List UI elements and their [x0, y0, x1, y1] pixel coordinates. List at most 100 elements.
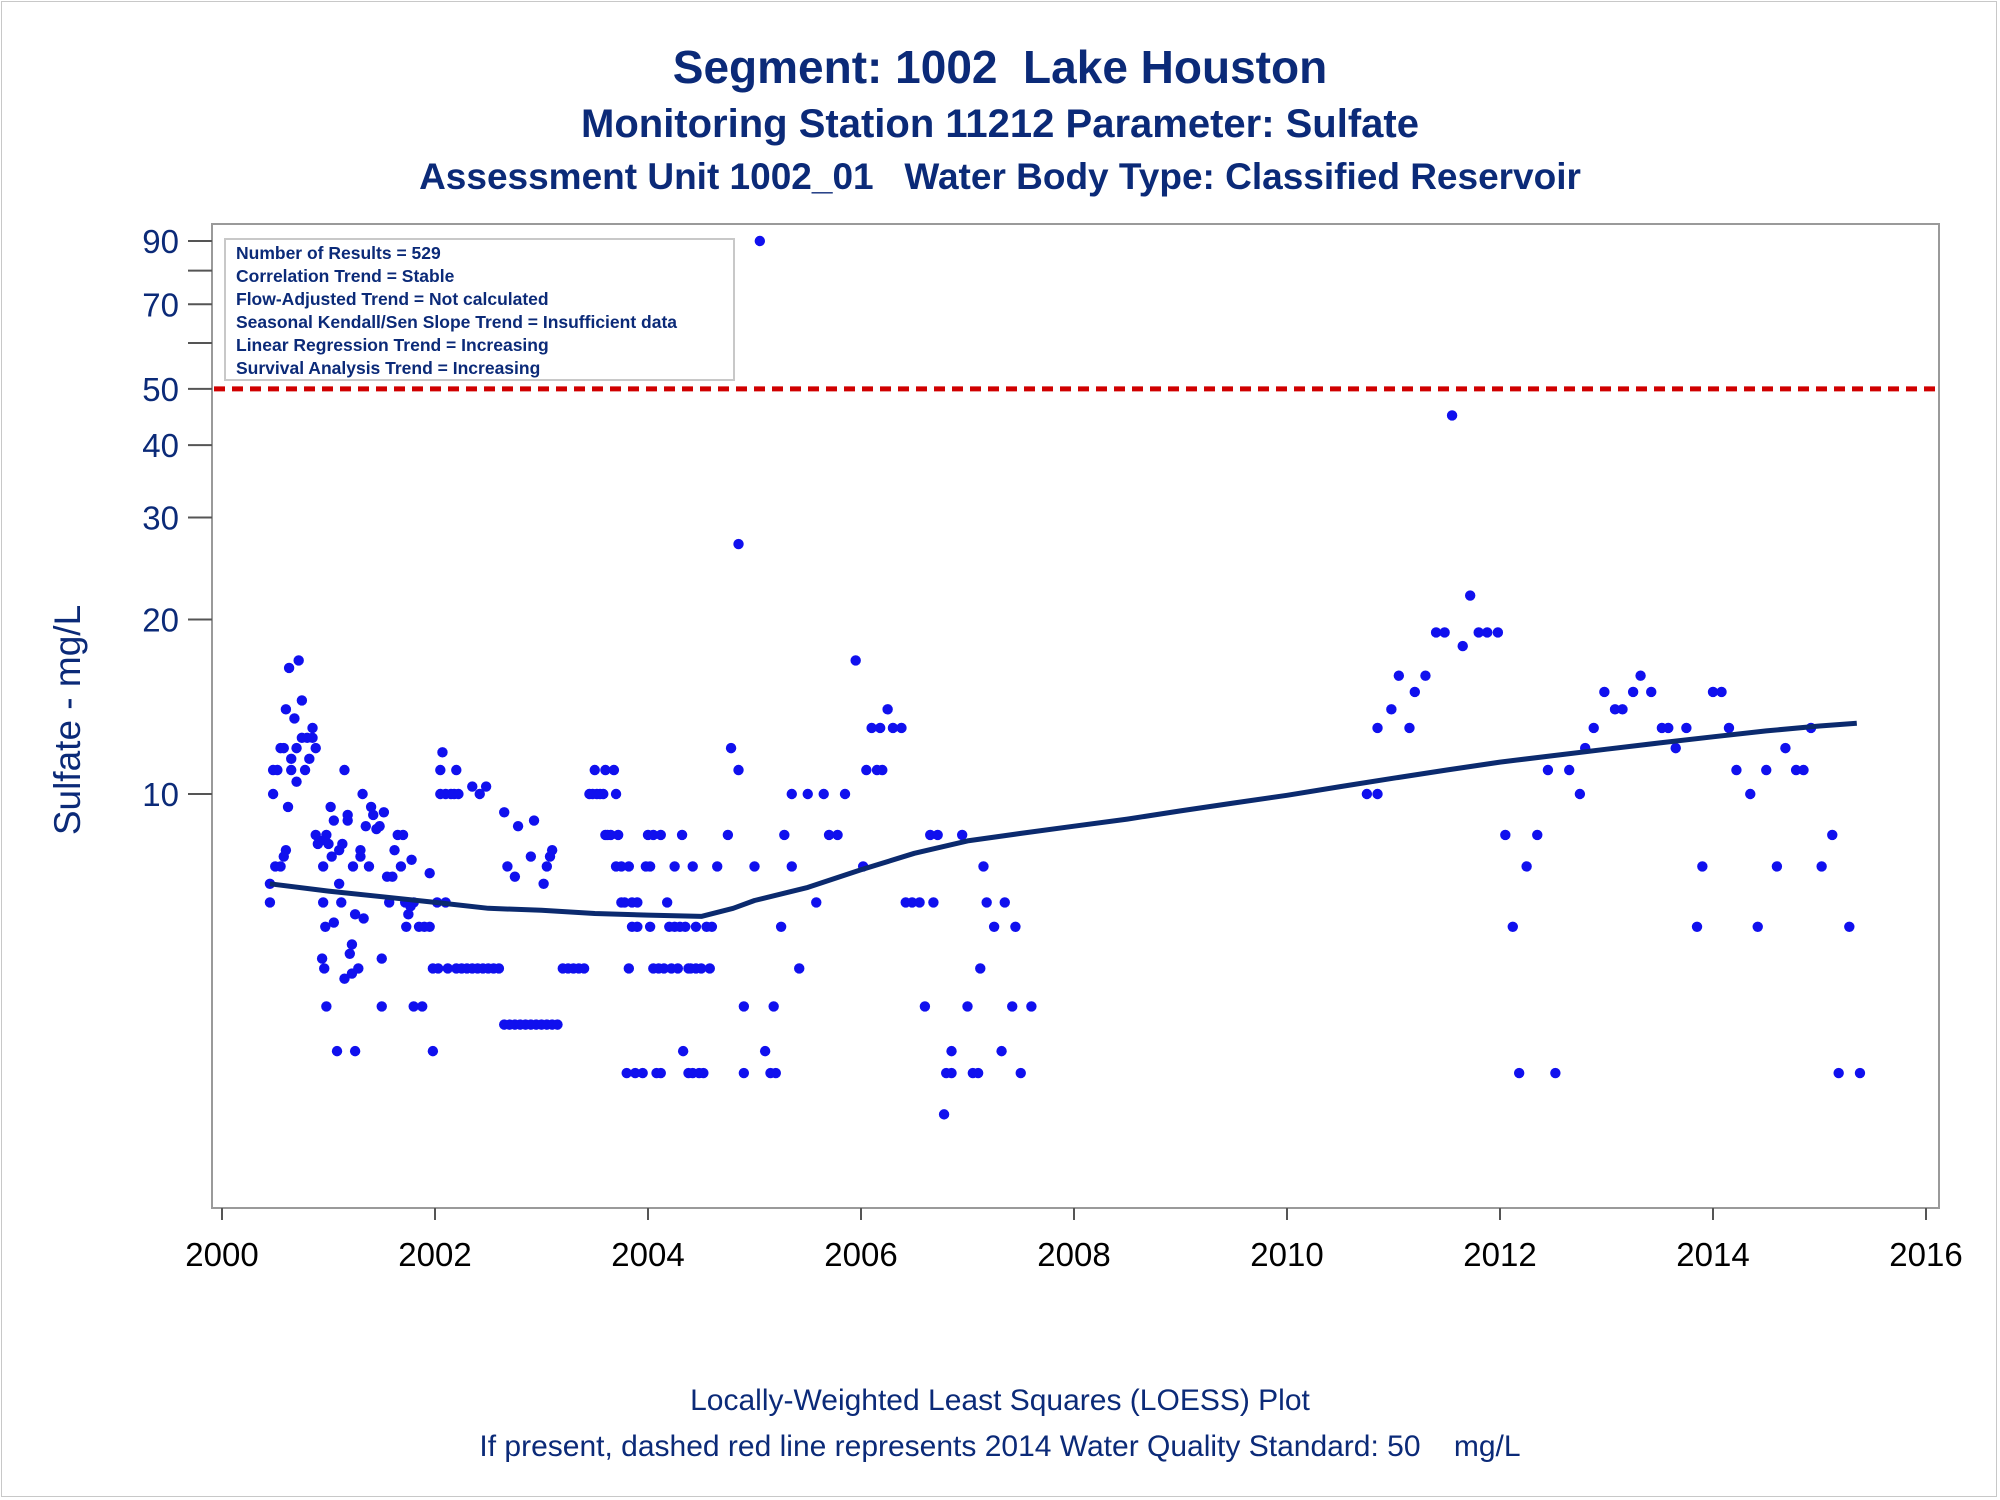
- data-point: [326, 851, 337, 862]
- data-point: [310, 742, 321, 754]
- data-point: [374, 820, 385, 832]
- data-point: [453, 788, 464, 800]
- data-point: [1617, 704, 1628, 715]
- data-point: [749, 861, 760, 872]
- data-point: [360, 820, 371, 832]
- data-point: [839, 788, 851, 800]
- data-point: [928, 897, 939, 908]
- data-point: [637, 1067, 648, 1079]
- x-tick-label: 2016: [1889, 1236, 1962, 1273]
- data-point: [999, 897, 1010, 908]
- data-point: [389, 844, 400, 856]
- data-point: [365, 801, 377, 813]
- chart-subtitle-2: Assessment Unit 1002_01 Water Body Type:…: [419, 156, 1581, 197]
- data-point: [1780, 742, 1791, 754]
- data-point: [347, 861, 359, 872]
- data-point: [432, 963, 444, 974]
- data-point: [759, 1045, 771, 1057]
- data-point: [779, 829, 790, 841]
- data-point: [378, 807, 390, 818]
- data-point: [317, 897, 329, 908]
- data-point: [376, 1001, 387, 1012]
- data-point: [655, 1067, 666, 1079]
- data-point: [280, 704, 292, 715]
- data-point: [1521, 861, 1532, 872]
- data-point: [264, 897, 276, 908]
- data-point: [655, 829, 666, 841]
- data-point: [1404, 722, 1415, 734]
- data-point: [353, 963, 364, 974]
- data-point: [387, 871, 398, 882]
- data-point: [877, 764, 888, 776]
- y-axis-label: Sulfate - mg/L: [47, 605, 88, 835]
- data-point: [1798, 764, 1809, 776]
- data-point: [972, 1067, 984, 1079]
- data-point: [552, 1019, 563, 1030]
- data-point: [442, 963, 453, 974]
- data-point: [1723, 722, 1735, 734]
- data-point: [342, 809, 353, 821]
- data-point: [424, 921, 435, 932]
- data-point: [632, 921, 643, 932]
- data-point: [680, 921, 691, 932]
- data-point: [725, 742, 737, 754]
- data-point: [600, 764, 611, 776]
- data-point: [499, 807, 510, 818]
- data-point: [401, 921, 412, 932]
- data-point: [925, 829, 936, 841]
- data-point: [349, 1045, 361, 1057]
- data-point: [962, 1001, 973, 1012]
- data-point: [358, 913, 369, 924]
- x-tick-label: 2004: [611, 1236, 684, 1273]
- y-tick-label: 30: [142, 500, 179, 537]
- data-point: [321, 1001, 332, 1012]
- data-point: [619, 897, 630, 908]
- data-point: [832, 829, 843, 841]
- data-point: [299, 764, 311, 776]
- data-point: [272, 764, 283, 776]
- data-point: [621, 1067, 632, 1079]
- data-point: [712, 861, 723, 872]
- data-point: [1646, 686, 1657, 698]
- data-point: [786, 788, 797, 800]
- stat-survival-analysis-trend: Survival Analysis Trend = Increasing: [236, 358, 540, 378]
- data-point: [861, 764, 872, 776]
- y-tick-label: 40: [142, 427, 179, 464]
- data-point: [1532, 829, 1543, 841]
- data-point: [525, 851, 537, 862]
- data-point: [644, 921, 656, 932]
- data-point: [286, 764, 297, 776]
- data-point: [1513, 1067, 1525, 1079]
- data-point: [328, 815, 340, 826]
- data-point: [768, 1001, 779, 1012]
- data-point: [578, 963, 590, 974]
- data-point: [1771, 861, 1783, 872]
- x-tick-label: 2008: [1037, 1236, 1110, 1273]
- data-point: [1827, 829, 1838, 841]
- stat-correlation-trend: Correlation Trend = Stable: [236, 266, 455, 286]
- data-point: [648, 829, 659, 841]
- data-point: [319, 963, 330, 974]
- data-point: [339, 764, 350, 776]
- data-point: [598, 788, 609, 800]
- data-point: [1599, 686, 1610, 698]
- data-point: [770, 1067, 781, 1079]
- data-point: [502, 861, 513, 872]
- stat-flow-adjusted-trend: Flow-Adjusted Trend = Not calculated: [236, 289, 549, 309]
- x-tick-label: 2014: [1676, 1236, 1749, 1273]
- stat-number-of-results: Number of Results = 529: [236, 243, 441, 263]
- data-point: [882, 704, 893, 715]
- data-point: [280, 844, 292, 856]
- data-point: [1507, 921, 1518, 932]
- data-point: [1627, 686, 1639, 698]
- data-point: [722, 829, 734, 841]
- data-point: [1752, 921, 1763, 932]
- stat-linear-regression-trend: Linear Regression Trend = Increasing: [236, 335, 549, 355]
- data-point: [612, 829, 624, 841]
- data-point: [661, 897, 673, 908]
- data-point: [493, 963, 505, 974]
- data-point: [738, 1001, 750, 1012]
- data-point: [946, 1067, 957, 1079]
